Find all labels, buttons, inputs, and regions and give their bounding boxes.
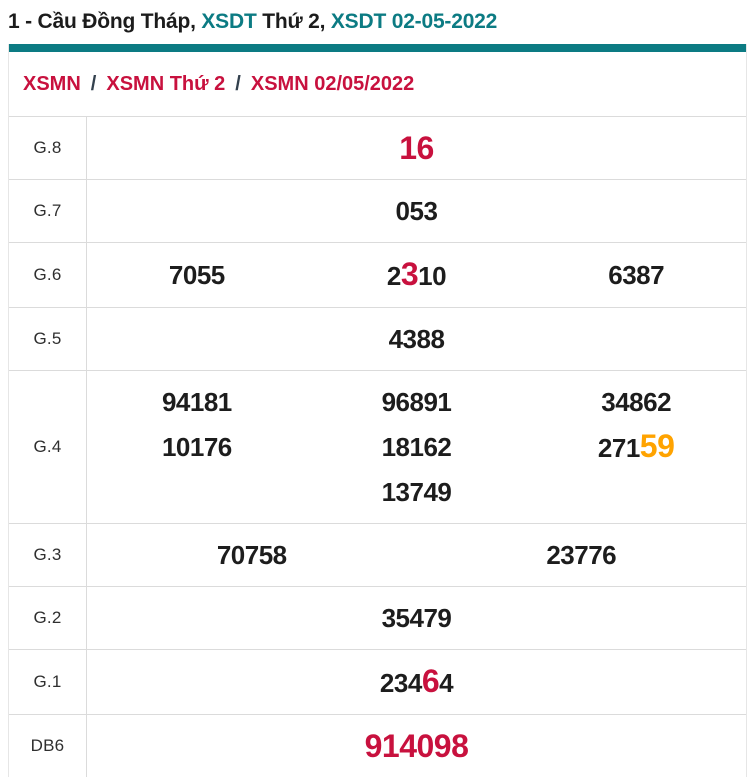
prize-value: 914098 bbox=[87, 724, 746, 768]
prize-values: 16 bbox=[87, 117, 746, 179]
prize-label: G.8 bbox=[9, 117, 87, 179]
value-digits: 23776 bbox=[546, 540, 617, 570]
table-row-g3: G.3 70758 23776 bbox=[9, 523, 746, 586]
prize-values: 94181 96891 34862 10176 18162 271 59 13749 bbox=[87, 371, 746, 523]
table-row-g6: G.6 7055 2 3 10 6387 bbox=[9, 242, 746, 307]
prize-value: 34862 bbox=[526, 380, 746, 424]
prize-label: DB6 bbox=[9, 715, 87, 777]
table-row-g5: G.5 4388 bbox=[9, 307, 746, 370]
prize-value: 271 59 bbox=[526, 424, 746, 470]
title-text: 1 - Cầu Đồng Tháp, bbox=[8, 10, 202, 33]
table-row-g2: G.2 35479 bbox=[9, 586, 746, 649]
panel-accent-bar bbox=[9, 44, 746, 52]
breadcrumb-link[interactable]: XSMN Thứ 2 bbox=[106, 72, 226, 95]
prize-label: G.6 bbox=[9, 243, 87, 307]
prize-value: 7055 bbox=[87, 253, 307, 297]
value-digits: 96891 bbox=[381, 387, 452, 417]
prize-values: 914098 bbox=[87, 715, 746, 777]
value-digits: 70758 bbox=[216, 540, 287, 570]
prize-label: G.5 bbox=[9, 308, 87, 370]
breadcrumb-separator: / bbox=[235, 72, 241, 95]
prize-value: 23776 bbox=[417, 533, 747, 577]
prize-value: 2 3 10 bbox=[307, 252, 527, 298]
prize-value: 94181 bbox=[87, 380, 307, 424]
prize-value: 96891 bbox=[307, 380, 527, 424]
prize-label: G.2 bbox=[9, 587, 87, 649]
value-digits-highlight: 3 bbox=[400, 256, 419, 292]
prize-values: 70758 23776 bbox=[87, 524, 746, 586]
table-row-g7: G.7 053 bbox=[9, 179, 746, 242]
prize-values: 35479 bbox=[87, 587, 746, 649]
value-digits: 271 bbox=[597, 433, 640, 463]
breadcrumb: XSMN / XSMN Thứ 2 / XSMN 02/05/2022 bbox=[9, 52, 746, 116]
table-row-g1: G.1 234 6 4 bbox=[9, 649, 746, 714]
value-digits: 4 bbox=[439, 668, 454, 698]
value-digits: 34862 bbox=[601, 387, 672, 417]
prize-value: 13749 bbox=[307, 470, 527, 514]
prize-value: 6387 bbox=[526, 253, 746, 297]
value-digits: 7055 bbox=[168, 260, 225, 290]
prize-label: G.4 bbox=[9, 371, 87, 523]
prize-value: 18162 bbox=[307, 425, 527, 469]
prize-label: G.1 bbox=[9, 650, 87, 714]
prize-value: 234 6 4 bbox=[87, 659, 746, 705]
prize-value: 053 bbox=[87, 189, 746, 233]
prize-values: 4388 bbox=[87, 308, 746, 370]
value-digits-highlight: 6 bbox=[421, 663, 440, 699]
result-panel: XSMN / XSMN Thứ 2 / XSMN 02/05/2022 G.8 16 G.7… bbox=[8, 44, 747, 777]
prize-value: 4388 bbox=[87, 317, 746, 361]
value-digits: 94181 bbox=[161, 387, 232, 417]
value-digits: 2 bbox=[386, 261, 401, 291]
page: 1 - Cầu Đồng Tháp, XSDT Thứ 2, XSDT 02-0… bbox=[0, 9, 755, 780]
prize-value: 16 bbox=[87, 126, 746, 170]
table-row-g8: G.8 16 bbox=[9, 116, 746, 179]
prize-values: 7055 2 3 10 6387 bbox=[87, 243, 746, 307]
value-digits: 18162 bbox=[381, 432, 452, 462]
value-digits: 6387 bbox=[608, 260, 665, 290]
prize-value: 35479 bbox=[87, 596, 746, 640]
page-title: 1 - Cầu Đồng Tháp, XSDT Thứ 2, XSDT 02-0… bbox=[8, 9, 755, 34]
prize-label: G.3 bbox=[9, 524, 87, 586]
title-link[interactable]: XSDT bbox=[201, 10, 257, 33]
value-digits: 10176 bbox=[161, 432, 232, 462]
prize-label: G.7 bbox=[9, 180, 87, 242]
value-digits: 10 bbox=[418, 261, 447, 291]
value-digits: 4388 bbox=[388, 324, 445, 354]
prize-values: 234 6 4 bbox=[87, 650, 746, 714]
value-digits: 053 bbox=[395, 196, 438, 226]
value-digits: 234 bbox=[379, 668, 422, 698]
breadcrumb-link[interactable]: XSMN bbox=[23, 72, 81, 95]
prize-values: 053 bbox=[87, 180, 746, 242]
value-digits-highlight: 914098 bbox=[364, 728, 469, 764]
prize-value: 70758 bbox=[87, 533, 417, 577]
value-digits-highlight: 59 bbox=[639, 428, 675, 464]
value-digits: 13749 bbox=[381, 477, 452, 507]
title-link[interactable]: XSDT 02-05-2022 bbox=[330, 10, 498, 33]
value-digits-highlight: 16 bbox=[399, 130, 434, 166]
table-row-g4: G.4 94181 96891 34862 10176 18162 271 59 13749 bbox=[9, 370, 746, 523]
title-text: Thứ 2, bbox=[256, 10, 331, 33]
value-digits: 35479 bbox=[381, 603, 452, 633]
breadcrumb-separator: / bbox=[90, 72, 97, 95]
results-table: G.8 16 G.7 053 G.6 7055 2 3 10 6387 G.5 4388 G.4 9418… bbox=[9, 116, 746, 777]
table-row-db6: DB6 914098 bbox=[9, 714, 746, 777]
prize-value: 10176 bbox=[87, 425, 307, 469]
breadcrumb-link[interactable]: XSMN 02/05/2022 bbox=[250, 72, 415, 95]
